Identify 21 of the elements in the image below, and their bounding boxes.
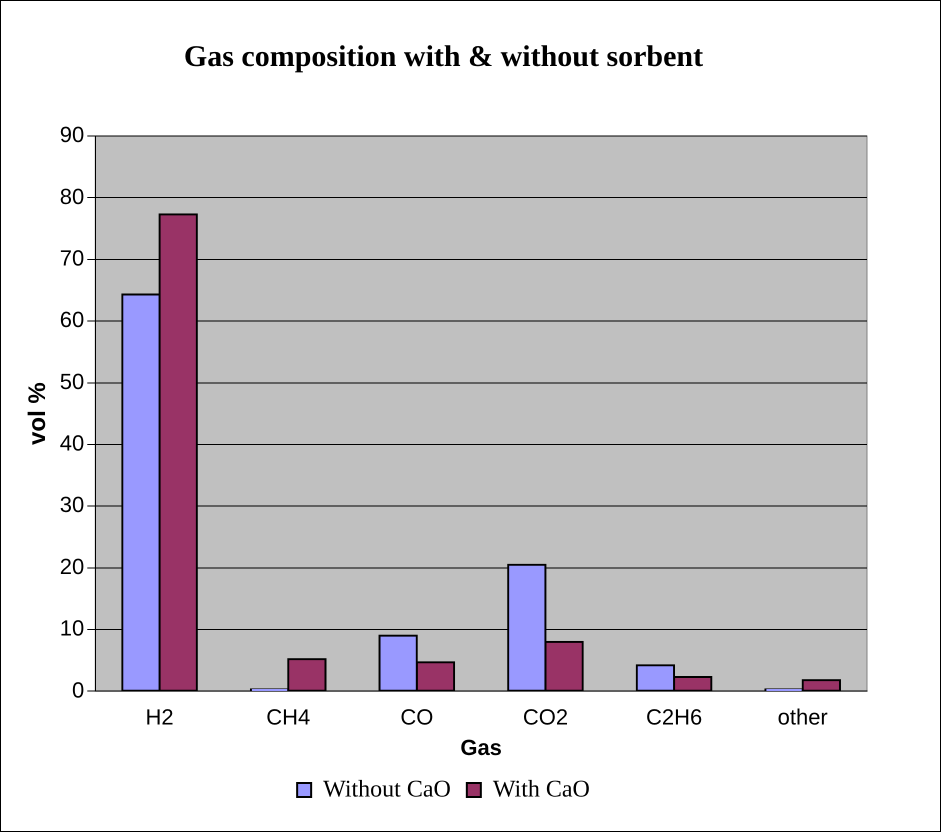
x-axis-title: Gas [460, 734, 502, 760]
x-tick-label: CO [400, 704, 434, 730]
x-tick-label: other [778, 704, 828, 730]
y-tick-label: 80 [60, 184, 84, 209]
y-tick-label: 50 [60, 368, 84, 394]
chart-title: Gas composition with & without sorbent [184, 40, 704, 73]
legend-label: With CaO [492, 776, 590, 802]
y-tick-label: 90 [60, 122, 84, 148]
y-axis-title: vol % [24, 382, 52, 445]
y-tick-label: 10 [60, 616, 84, 641]
y-tick-label: 40 [60, 430, 84, 456]
y-tick-label: 30 [60, 492, 84, 518]
legend-label: Without CaO [323, 776, 451, 802]
x-tick-label: C2H6 [646, 704, 702, 730]
x-tick-label: H2 [146, 704, 174, 730]
x-tick-label: CO2 [522, 704, 568, 730]
x-tick-label: CH4 [266, 704, 310, 730]
y-tick-label: 60 [60, 307, 84, 332]
y-tick-label: 20 [60, 554, 84, 579]
y-tick-label: 70 [60, 245, 84, 270]
y-tick-label: 0 [72, 677, 84, 702]
